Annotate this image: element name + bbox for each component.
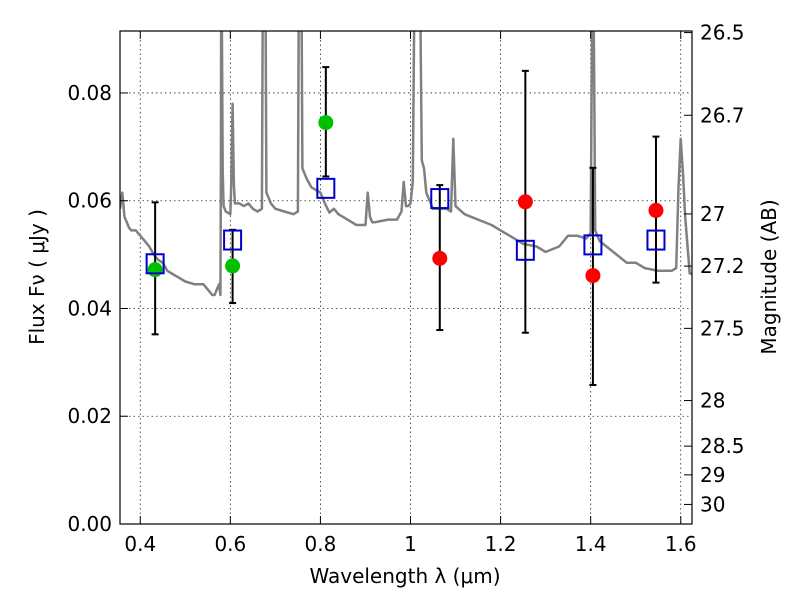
- y-tick-label: 0.08: [67, 81, 112, 105]
- y-tick-label: 0.00: [67, 512, 112, 536]
- mag-tick-label: 26.7: [700, 103, 745, 127]
- grid-lines: [120, 31, 692, 525]
- model-photometry-square: [223, 229, 243, 251]
- y-tick-label: 0.04: [67, 296, 112, 320]
- mag-tick-label: 27: [700, 202, 725, 226]
- model-photometry-square: [316, 177, 336, 199]
- model-photometry-square: [145, 253, 165, 275]
- plot-frame: [119, 30, 693, 525]
- model-photometry-square: [515, 239, 535, 261]
- y2-axis-label: Magnitude (AB): [757, 199, 781, 354]
- observed-point-red: [585, 268, 601, 284]
- data-marks: [145, 66, 666, 386]
- x-tick-label: 1.6: [665, 532, 697, 556]
- model-photometry-square: [583, 234, 603, 256]
- observed-point-red: [432, 250, 448, 266]
- mag-tick-label: 27.5: [700, 316, 745, 340]
- x-tick-label: 1: [404, 532, 417, 556]
- mag-tick-label: 27.2: [700, 254, 745, 278]
- y-axis-label: Flux Fν ( μJy ): [25, 209, 49, 345]
- mag-tick-label: 29: [700, 463, 725, 487]
- x-tick-label: 0.6: [214, 532, 246, 556]
- y-tick-label: 0.02: [67, 404, 112, 428]
- axis-ticks: 0.4 0.6 0.8 1 1.2 1.4 1.6 0.00 0.02 0.04 0.06 0.08 2…: [67, 21, 744, 556]
- mag-tick-label: 28.5: [700, 434, 745, 458]
- y-tick-label: 0.06: [67, 189, 112, 213]
- x-tick-label: 1.2: [485, 532, 517, 556]
- observed-point-green: [147, 262, 163, 278]
- x-tick-label: 1.4: [575, 532, 607, 556]
- observed-point-green: [318, 115, 334, 131]
- x-tick-label: 0.8: [305, 532, 337, 556]
- mag-tick-label: 26.5: [700, 21, 745, 45]
- model-photometry-square: [430, 188, 450, 210]
- mag-tick-label: 28: [700, 389, 725, 413]
- x-axis-label: Wavelength λ (μm): [309, 564, 500, 588]
- model-spectrum-line: [120, 31, 692, 297]
- observed-point-green: [225, 258, 241, 274]
- mag-tick-label: 30: [700, 492, 725, 516]
- model-photometry-square: [646, 229, 666, 251]
- observed-point-red: [648, 202, 664, 218]
- observed-point-red: [517, 194, 533, 210]
- x-tick-label: 0.4: [124, 532, 156, 556]
